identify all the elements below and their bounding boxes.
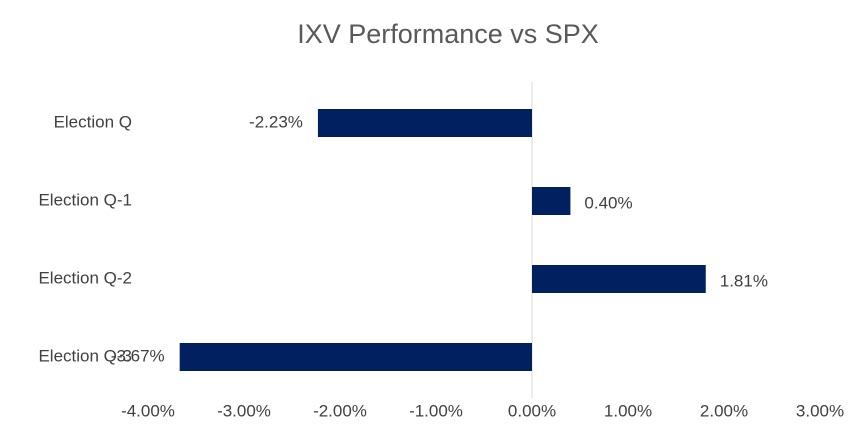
- bar: [532, 265, 706, 293]
- bar: [317, 109, 532, 137]
- data-label: 0.40%: [584, 193, 632, 212]
- data-label: 1.81%: [720, 271, 768, 290]
- x-tick-label: 2.00%: [700, 401, 748, 420]
- y-tick-label: Election Q-3: [38, 346, 132, 365]
- y-tick-label: Election Q-2: [38, 268, 132, 287]
- x-tick-label: -2.00%: [313, 401, 367, 420]
- x-tick-label: 1.00%: [604, 401, 652, 420]
- bar: [532, 187, 571, 215]
- y-tick-label: Election Q: [54, 112, 132, 131]
- bar: [179, 343, 532, 371]
- y-tick-label: Election Q-1: [38, 190, 132, 209]
- x-tick-label: -3.00%: [217, 401, 271, 420]
- x-tick-label: -4.00%: [121, 401, 175, 420]
- x-tick-label: -1.00%: [409, 401, 463, 420]
- data-label: -2.23%: [249, 112, 303, 131]
- data-label: -3.67%: [111, 346, 165, 365]
- x-tick-label: 3.00%: [796, 401, 844, 420]
- x-tick-label: 0.00%: [508, 401, 556, 420]
- chart-title: IXV Performance vs SPX: [297, 19, 599, 49]
